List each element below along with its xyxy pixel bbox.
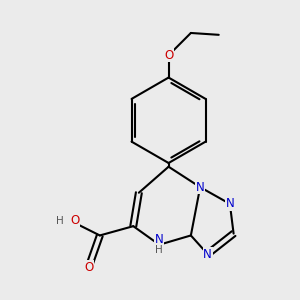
Text: N: N — [203, 248, 212, 260]
Text: N: N — [196, 181, 205, 194]
Text: O: O — [164, 49, 173, 62]
Text: N: N — [155, 233, 164, 246]
Text: H: H — [56, 216, 64, 226]
Text: O: O — [70, 214, 79, 227]
Text: O: O — [84, 260, 93, 274]
Text: N: N — [226, 197, 234, 210]
Text: H: H — [155, 244, 163, 255]
